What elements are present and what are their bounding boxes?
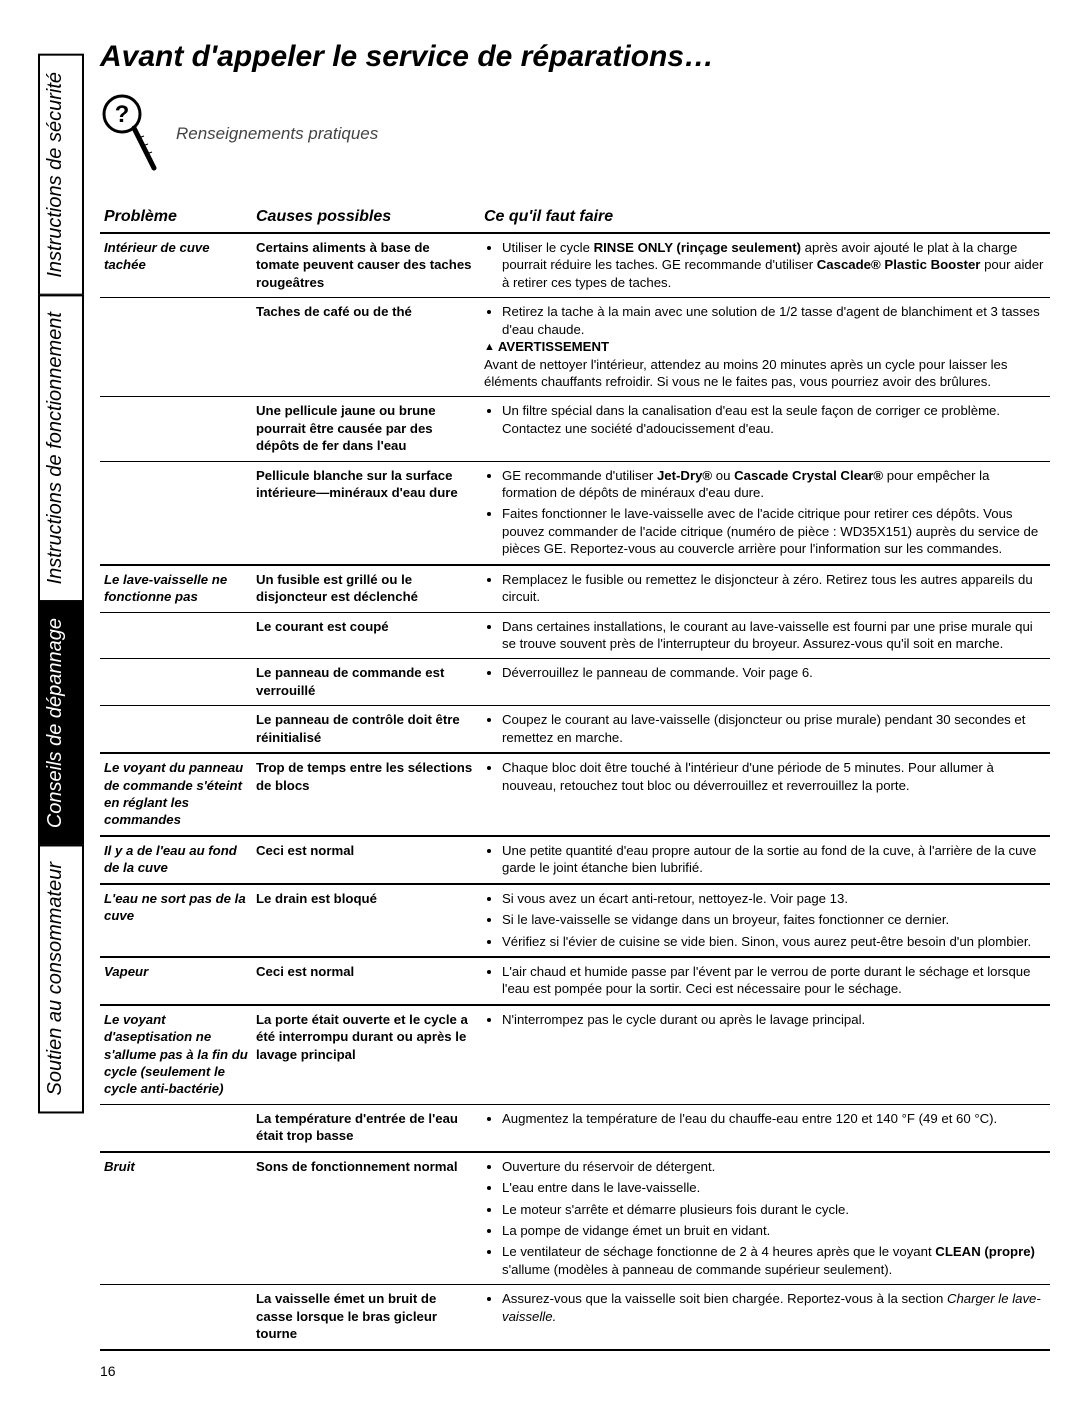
col-problem: Problème	[100, 204, 252, 233]
subtitle-row: ? Renseignements pratiques	[100, 92, 1050, 176]
cell-problem	[100, 298, 252, 397]
subtitle: Renseignements pratiques	[176, 124, 378, 144]
cell-todo: Une petite quantité d'eau propre autour …	[480, 836, 1050, 884]
cell-problem	[100, 1104, 252, 1151]
cell-todo: Dans certaines installations, le courant…	[480, 612, 1050, 659]
cell-todo: L'air chaud et humide passe par l'évent …	[480, 957, 1050, 1005]
cell-cause: Un fusible est grillé ou le disjoncteur …	[252, 565, 480, 612]
cell-todo: Utiliser le cycle RINSE ONLY (rinçage se…	[480, 233, 1050, 298]
cell-cause: Une pellicule jaune ou brune pourrait êt…	[252, 397, 480, 461]
table-row: Il y a de l'eau au fond de la cuveCeci e…	[100, 836, 1050, 884]
cell-cause: La vaisselle émet un bruit de casse lors…	[252, 1285, 480, 1350]
side-tabs: Instructions de sécuritéInstructions de …	[38, 54, 84, 1112]
table-row: Le voyant du panneau de commande s'étein…	[100, 753, 1050, 836]
side-tab-1[interactable]: Instructions de fonctionnement	[38, 294, 84, 602]
cell-todo: Assurez-vous que la vaisselle soit bien …	[480, 1285, 1050, 1350]
cell-cause: Certains aliments à base de tomate peuve…	[252, 233, 480, 298]
cell-problem: Intérieur de cuve tachée	[100, 233, 252, 298]
cell-cause: La porte était ouverte et le cycle a été…	[252, 1005, 480, 1105]
cell-problem: L'eau ne sort pas de la cuve	[100, 884, 252, 957]
table-row: L'eau ne sort pas de la cuveLe drain est…	[100, 884, 1050, 957]
svg-text:?: ?	[115, 101, 130, 128]
table-row: BruitSons de fonctionnement normalOuvert…	[100, 1152, 1050, 1285]
cell-todo: Si vous avez un écart anti-retour, netto…	[480, 884, 1050, 957]
cell-cause: Ceci est normal	[252, 957, 480, 1005]
table-row: VapeurCeci est normalL'air chaud et humi…	[100, 957, 1050, 1005]
side-tab-0[interactable]: Instructions de sécurité	[38, 54, 84, 296]
cell-todo: N'interrompez pas le cycle durant ou apr…	[480, 1005, 1050, 1105]
cell-todo: GE recommande d'utiliser Jet-Dry® ou Cas…	[480, 461, 1050, 565]
cell-cause: La température d'entrée de l'eau était t…	[252, 1104, 480, 1151]
table-row: Pellicule blanche sur la surface intérie…	[100, 461, 1050, 565]
table-row: La température d'entrée de l'eau était t…	[100, 1104, 1050, 1151]
troubleshooting-table: Problème Causes possibles Ce qu'il faut …	[100, 204, 1050, 1351]
table-row: Le courant est coupéDans certaines insta…	[100, 612, 1050, 659]
table-row: Le voyant d'aseptisation ne s'allume pas…	[100, 1005, 1050, 1105]
cell-todo: Déverrouillez le panneau de commande. Vo…	[480, 659, 1050, 706]
magnifier-icon: ?	[100, 92, 158, 176]
cell-problem	[100, 1285, 252, 1350]
cell-cause: Le panneau de contrôle doit être réiniti…	[252, 706, 480, 753]
table-row: Le lave-vaisselle ne fonctionne pasUn fu…	[100, 565, 1050, 612]
table-row: Taches de café ou de théRetirez la tache…	[100, 298, 1050, 397]
cell-problem	[100, 397, 252, 461]
cell-problem: Bruit	[100, 1152, 252, 1285]
col-todo: Ce qu'il faut faire	[480, 204, 1050, 233]
side-tab-3[interactable]: Soutien au consommateur	[38, 844, 84, 1113]
table-row: Intérieur de cuve tachéeCertains aliment…	[100, 233, 1050, 298]
side-tab-2[interactable]: Conseils de dépannage	[38, 600, 84, 846]
cell-todo: Coupez le courant au lave-vaisselle (dis…	[480, 706, 1050, 753]
cell-problem: Il y a de l'eau au fond de la cuve	[100, 836, 252, 884]
cell-problem: Le lave-vaisselle ne fonctionne pas	[100, 565, 252, 612]
col-cause: Causes possibles	[252, 204, 480, 233]
cell-todo: Ouverture du réservoir de détergent.L'ea…	[480, 1152, 1050, 1285]
cell-cause: Le panneau de commande est verrouillé	[252, 659, 480, 706]
cell-todo: Un filtre spécial dans la canalisation d…	[480, 397, 1050, 461]
cell-cause: Le courant est coupé	[252, 612, 480, 659]
cell-cause: Pellicule blanche sur la surface intérie…	[252, 461, 480, 565]
table-row: La vaisselle émet un bruit de casse lors…	[100, 1285, 1050, 1350]
cell-cause: Le drain est bloqué	[252, 884, 480, 957]
cell-problem	[100, 706, 252, 753]
cell-problem	[100, 659, 252, 706]
table-row: Le panneau de commande est verrouilléDév…	[100, 659, 1050, 706]
cell-cause: Taches de café ou de thé	[252, 298, 480, 397]
cell-todo: Remplacez le fusible ou remettez le disj…	[480, 565, 1050, 612]
cell-problem: Le voyant d'aseptisation ne s'allume pas…	[100, 1005, 252, 1105]
cell-problem	[100, 461, 252, 565]
cell-cause: Sons de fonctionnement normal	[252, 1152, 480, 1285]
cell-problem	[100, 612, 252, 659]
page-number: 16	[100, 1363, 1050, 1379]
cell-cause: Trop de temps entre les sélections de bl…	[252, 753, 480, 836]
table-row: Une pellicule jaune ou brune pourrait êt…	[100, 397, 1050, 461]
page-title: Avant d'appeler le service de réparation…	[100, 40, 1050, 74]
cell-problem: Vapeur	[100, 957, 252, 1005]
cell-cause: Ceci est normal	[252, 836, 480, 884]
cell-todo: Chaque bloc doit être touché à l'intérie…	[480, 753, 1050, 836]
cell-todo: Retirez la tache à la main avec une solu…	[480, 298, 1050, 397]
cell-todo: Augmentez la température de l'eau du cha…	[480, 1104, 1050, 1151]
cell-problem: Le voyant du panneau de commande s'étein…	[100, 753, 252, 836]
table-row: Le panneau de contrôle doit être réiniti…	[100, 706, 1050, 753]
